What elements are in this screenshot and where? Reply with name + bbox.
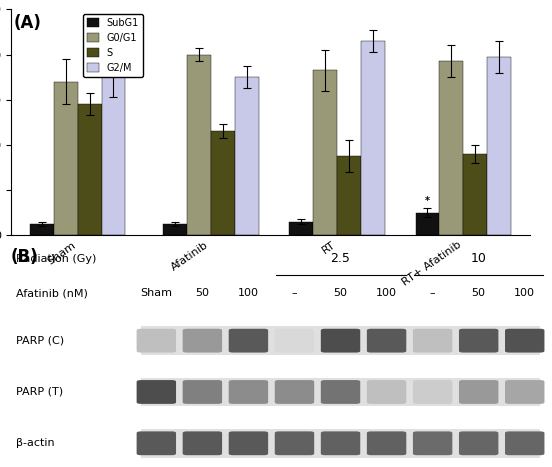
- Bar: [187, 55, 211, 235]
- Text: (B): (B): [11, 248, 39, 266]
- Legend: SubG1, G0/G1, S, G2/M: SubG1, G0/G1, S, G2/M: [83, 14, 143, 77]
- Text: *: *: [425, 196, 430, 206]
- Bar: [235, 77, 258, 235]
- Text: 10: 10: [471, 252, 487, 265]
- FancyBboxPatch shape: [183, 432, 222, 455]
- FancyBboxPatch shape: [505, 329, 544, 353]
- Text: 50: 50: [195, 289, 209, 298]
- FancyBboxPatch shape: [459, 432, 498, 455]
- FancyBboxPatch shape: [413, 432, 452, 455]
- Bar: [487, 57, 511, 235]
- FancyBboxPatch shape: [321, 380, 360, 404]
- Text: 2.5: 2.5: [331, 252, 351, 265]
- FancyBboxPatch shape: [136, 329, 176, 353]
- FancyBboxPatch shape: [136, 380, 176, 404]
- Text: 50: 50: [333, 289, 348, 298]
- FancyBboxPatch shape: [183, 329, 222, 353]
- FancyBboxPatch shape: [275, 329, 314, 353]
- Text: 50: 50: [471, 289, 486, 298]
- FancyBboxPatch shape: [367, 329, 406, 353]
- FancyBboxPatch shape: [505, 380, 544, 404]
- FancyBboxPatch shape: [136, 432, 176, 455]
- Bar: [78, 104, 102, 235]
- Bar: [416, 212, 439, 235]
- Bar: [163, 224, 187, 235]
- FancyBboxPatch shape: [229, 380, 268, 404]
- FancyBboxPatch shape: [183, 380, 222, 404]
- FancyBboxPatch shape: [229, 329, 268, 353]
- FancyBboxPatch shape: [321, 432, 360, 455]
- Text: Afatinib (nM): Afatinib (nM): [16, 289, 88, 298]
- FancyBboxPatch shape: [275, 432, 314, 455]
- Text: (A): (A): [14, 14, 41, 32]
- Bar: [141, 429, 540, 458]
- Bar: [463, 154, 487, 235]
- Bar: [30, 224, 54, 235]
- FancyBboxPatch shape: [275, 380, 314, 404]
- Bar: [337, 156, 361, 235]
- Text: Sham: Sham: [140, 289, 172, 298]
- Bar: [289, 222, 313, 235]
- FancyBboxPatch shape: [459, 329, 498, 353]
- Bar: [54, 82, 78, 235]
- FancyBboxPatch shape: [367, 380, 406, 404]
- Text: –: –: [291, 289, 298, 298]
- Text: 100: 100: [514, 289, 535, 298]
- Bar: [102, 77, 125, 235]
- Bar: [211, 131, 235, 235]
- FancyBboxPatch shape: [459, 380, 498, 404]
- Bar: [439, 61, 463, 235]
- FancyBboxPatch shape: [321, 329, 360, 353]
- Text: –: –: [430, 289, 436, 298]
- Bar: [141, 378, 540, 406]
- Bar: [313, 71, 337, 235]
- Text: 100: 100: [376, 289, 397, 298]
- FancyBboxPatch shape: [413, 380, 452, 404]
- Text: 100: 100: [238, 289, 259, 298]
- FancyBboxPatch shape: [229, 432, 268, 455]
- Bar: [141, 326, 540, 355]
- FancyBboxPatch shape: [367, 432, 406, 455]
- Text: PARP (C): PARP (C): [16, 336, 65, 346]
- Text: PARP (T): PARP (T): [16, 387, 63, 397]
- Text: β-actin: β-actin: [16, 439, 55, 448]
- FancyBboxPatch shape: [413, 329, 452, 353]
- FancyBboxPatch shape: [505, 432, 544, 455]
- Text: Radiation (Gy): Radiation (Gy): [16, 254, 97, 263]
- Bar: [361, 41, 385, 235]
